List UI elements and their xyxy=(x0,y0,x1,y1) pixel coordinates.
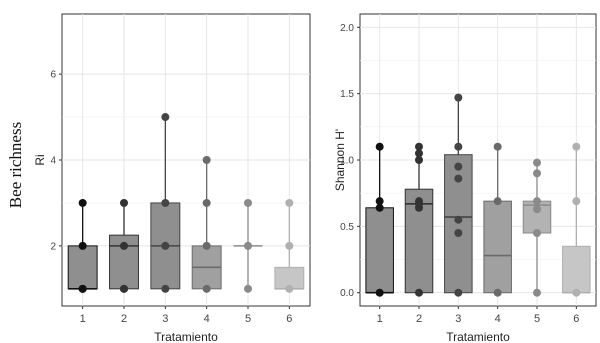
data-point xyxy=(454,142,463,151)
data-point xyxy=(285,198,294,207)
data-point xyxy=(415,199,423,208)
data-point xyxy=(375,142,384,151)
box xyxy=(365,207,394,294)
data-point xyxy=(415,288,423,297)
data-point xyxy=(375,288,384,297)
data-point xyxy=(120,284,128,293)
data-point xyxy=(120,198,128,207)
data-point xyxy=(533,205,541,214)
data-point xyxy=(533,288,541,297)
data-point xyxy=(78,241,87,250)
data-point xyxy=(415,149,423,158)
x-tick-label: 3 xyxy=(455,313,461,325)
data-point xyxy=(202,156,211,164)
data-point xyxy=(454,162,463,171)
data-point xyxy=(78,198,87,207)
x-tick-label: 5 xyxy=(245,313,251,325)
x-tick-label: 4 xyxy=(204,313,210,325)
data-point xyxy=(415,156,423,164)
data-point xyxy=(493,197,502,206)
x-tick-label: 2 xyxy=(121,313,127,325)
x-axis-label: Tratamiento xyxy=(154,330,218,343)
data-point xyxy=(244,198,252,207)
data-point xyxy=(415,142,423,151)
data-point xyxy=(244,284,252,293)
x-axis-label: Tratamiento xyxy=(446,330,510,343)
point-layer xyxy=(375,93,581,297)
y-tick-label: 1.5 xyxy=(340,89,354,100)
x-tick-label: 2 xyxy=(416,313,422,325)
data-point xyxy=(202,241,211,250)
x-tick-label: 1 xyxy=(80,313,86,325)
y-tick-label: 0.5 xyxy=(340,222,354,233)
data-point xyxy=(572,197,581,206)
data-point xyxy=(572,288,581,297)
data-point xyxy=(161,198,170,207)
data-point xyxy=(120,241,128,250)
x-tick-label: 4 xyxy=(495,313,501,325)
y-tick-label: 0.0 xyxy=(340,288,354,299)
data-point xyxy=(285,284,294,293)
data-point xyxy=(375,203,384,212)
y-tick-label: 4 xyxy=(50,156,56,167)
point-layer xyxy=(78,113,294,293)
y-tick-label: 1.0 xyxy=(340,156,354,167)
x-tick-label: 3 xyxy=(162,313,168,325)
data-point xyxy=(202,198,211,207)
data-point xyxy=(454,288,463,297)
x-tick-label: 5 xyxy=(534,313,540,325)
data-point xyxy=(454,215,463,224)
data-point xyxy=(375,197,384,206)
box xyxy=(562,245,591,294)
data-point xyxy=(454,229,463,237)
data-point xyxy=(533,158,541,167)
y-axis-label: Shannon H' xyxy=(333,129,347,191)
data-point xyxy=(533,197,541,206)
y-tick-label: 2.0 xyxy=(340,23,354,34)
data-point xyxy=(454,93,463,102)
chart-right: 0.0 0.5 1.0 1.5 2.0 1 2 3 4 5 6 Tratamiento Shanno… xyxy=(333,13,597,343)
data-point xyxy=(244,241,252,250)
x-tick-label: 6 xyxy=(286,313,292,325)
data-point xyxy=(202,284,211,293)
data-point xyxy=(572,142,581,151)
data-point xyxy=(161,113,170,122)
data-point xyxy=(285,241,294,250)
data-point xyxy=(161,241,170,250)
x-tick-label: 6 xyxy=(573,313,579,325)
axis-layer: 0.0 0.5 1.0 1.5 2.0 1 2 3 4 5 6 xyxy=(340,23,579,325)
chart-left: 2 4 6 1 2 3 4 5 6 Tratamiento Ri xyxy=(33,13,311,343)
x-tick-label: 1 xyxy=(377,313,383,325)
data-point xyxy=(493,288,502,297)
data-point xyxy=(78,284,87,293)
box xyxy=(483,200,512,294)
axis-layer: 2 4 6 1 2 3 4 5 6 xyxy=(50,70,292,325)
data-point xyxy=(533,169,541,178)
y-tick-label: 6 xyxy=(50,70,56,81)
data-point xyxy=(454,174,463,183)
y-axis-label: Ri xyxy=(33,154,47,165)
data-point xyxy=(533,229,541,237)
y-tick-label: 2 xyxy=(50,241,56,252)
data-point xyxy=(161,284,170,293)
box xyxy=(67,245,98,290)
data-point xyxy=(493,142,502,151)
